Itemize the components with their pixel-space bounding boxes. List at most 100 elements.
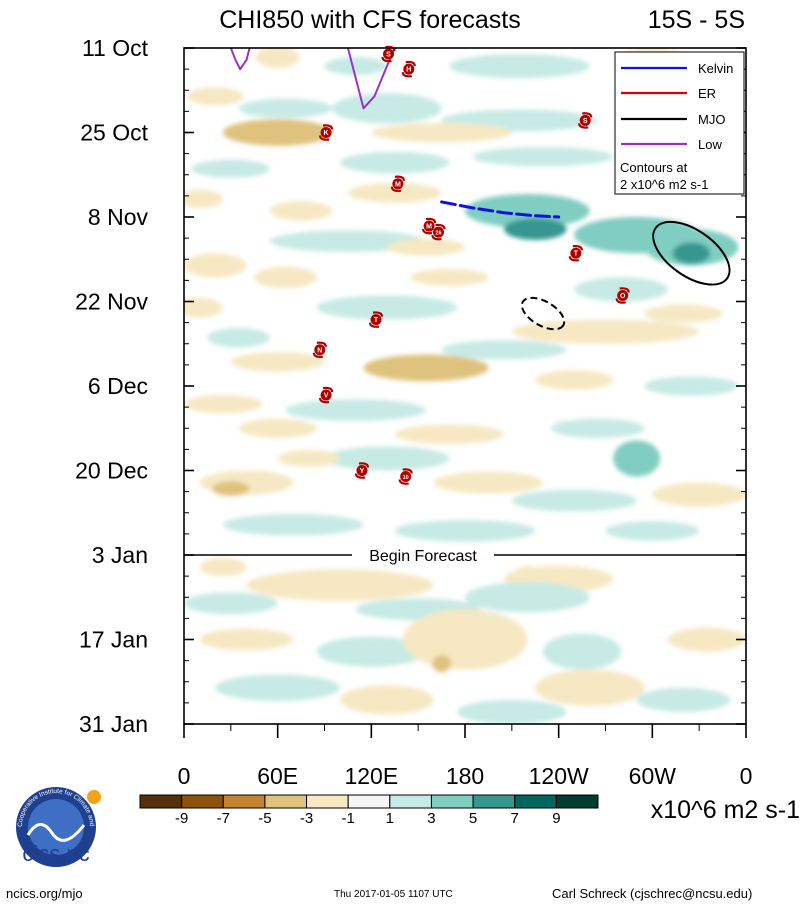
anomaly-blobs [184, 48, 746, 724]
x-tick-label: 0 [178, 763, 191, 789]
anomaly-patch [441, 645, 489, 670]
anomaly-patch [432, 655, 451, 673]
storm-arm-bottom [431, 234, 442, 241]
storm-core [400, 471, 412, 483]
storm-label: S [386, 52, 391, 59]
anomaly-patch [184, 297, 224, 318]
contour-layer [229, 48, 731, 331]
y-tick-label: 8 Nov [88, 204, 149, 230]
anomaly-patch [184, 189, 224, 208]
anomaly-patch [238, 418, 317, 438]
storm-arm-top [425, 217, 437, 224]
anomaly-patch [644, 376, 739, 396]
storm-core [370, 314, 382, 326]
storm-arm-bottom [368, 322, 380, 328]
storm-icon: V [318, 386, 334, 404]
y-tick-label: 31 Jan [79, 711, 148, 737]
anomaly-patch [386, 238, 465, 256]
storm-icon: H [401, 60, 416, 78]
storm-core [579, 114, 591, 126]
legend-label-er: ER [698, 86, 716, 101]
storm-arm-bottom [578, 123, 589, 129]
footer-timestamp: Thu 2017-01-05 1107 UTC [334, 889, 453, 900]
colorbar-box [264, 794, 308, 809]
low-contour [229, 48, 251, 71]
storm-icon: M [421, 217, 437, 235]
anomaly-patch [511, 319, 700, 344]
x-axis: 0 60E 120E 180 120W 60W 0 [178, 724, 752, 789]
storm-label: Y [360, 468, 365, 475]
colorbar-label: 3 [427, 810, 435, 827]
anomaly-patch [238, 98, 333, 119]
anomaly-patch [316, 295, 458, 320]
anomaly-patch [605, 521, 700, 541]
forecast-label-background [352, 546, 494, 564]
anomaly-patch [441, 340, 567, 360]
storm-arm-bottom [381, 56, 392, 63]
anomaly-patch [543, 633, 622, 670]
colorbar-label: -3 [300, 810, 313, 827]
anomaly-patch [402, 609, 528, 670]
storm-arm-bottom [318, 135, 330, 141]
anomaly-patch [371, 122, 512, 143]
legend-label-mjo: MJO [698, 112, 725, 127]
mjo-contour-positive [652, 220, 731, 286]
storm-core [423, 220, 435, 232]
contour-note-line-2: 2 x10^6 m2 s-1 [620, 177, 708, 192]
storm-arm-top [358, 462, 370, 468]
anomaly-patch [199, 628, 294, 651]
anomaly-field [184, 48, 746, 724]
storm-label: O [620, 293, 626, 300]
storm-arm-bottom [318, 397, 330, 404]
storm-label: M [426, 224, 432, 231]
anomaly-patch [246, 569, 434, 601]
anomaly-patch [262, 125, 294, 140]
anomaly-patch [207, 328, 270, 348]
anomaly-patch [535, 370, 614, 390]
anomaly-patch [199, 558, 247, 577]
y-tick-label: 3 Jan [92, 542, 148, 568]
colorbar-label: -1 [342, 810, 355, 827]
storm-arm-top [572, 244, 583, 251]
anomaly-patch [230, 352, 325, 372]
storm-core [320, 127, 332, 138]
colorbar-box [347, 794, 391, 809]
anomaly-patch [184, 395, 263, 414]
contour-note-line-1: Contours at [620, 160, 688, 175]
storm-label: S [583, 118, 588, 125]
storm-arm-top [372, 311, 384, 317]
anomaly-patch [465, 582, 590, 613]
anomaly-patch [667, 627, 746, 652]
colorbar-box [389, 794, 432, 809]
storm-icon: K [318, 124, 334, 141]
y-tick-label: 20 Dec [75, 458, 148, 484]
colorbar-label: -9 [175, 810, 188, 827]
storm-arm-top [316, 341, 327, 347]
anomaly-patch [514, 565, 540, 581]
anomaly-patch [277, 449, 341, 467]
y-tick-label: 22 Nov [75, 289, 148, 315]
anomaly-patch [340, 151, 450, 174]
storm-arm-top [394, 175, 405, 181]
storm-core [356, 465, 368, 476]
x-tick-label: 60E [257, 763, 298, 789]
storm-icon: S [578, 112, 593, 129]
storm-arm-bottom [398, 479, 409, 485]
legend-label-kelvin: Kelvin [698, 61, 733, 76]
anomaly-patch [340, 685, 434, 715]
colorbar-label: 9 [552, 810, 560, 827]
y-axis: 11 Oct 25 Oct 8 Nov 22 Nov 6 Dec 20 Dec 3 Jan 1… [75, 35, 746, 737]
logo-wave-icon [26, 823, 86, 842]
footer-url[interactable]: ncics.org/mjo [6, 886, 83, 901]
anomaly-patch [324, 446, 450, 471]
forecast-divider: Begin Forecast [184, 546, 746, 565]
anomaly-patch [394, 424, 505, 444]
storm-arm-bottom [421, 228, 433, 235]
y-tick-label: 11 Oct [82, 35, 149, 61]
anomaly-patch [472, 146, 614, 167]
anomaly-patch [332, 93, 442, 124]
forecast-label: Begin Forecast [369, 548, 477, 565]
storm-icon: N [312, 341, 327, 359]
anomaly-patch [269, 230, 426, 253]
colorbar-label: 1 [386, 810, 394, 827]
